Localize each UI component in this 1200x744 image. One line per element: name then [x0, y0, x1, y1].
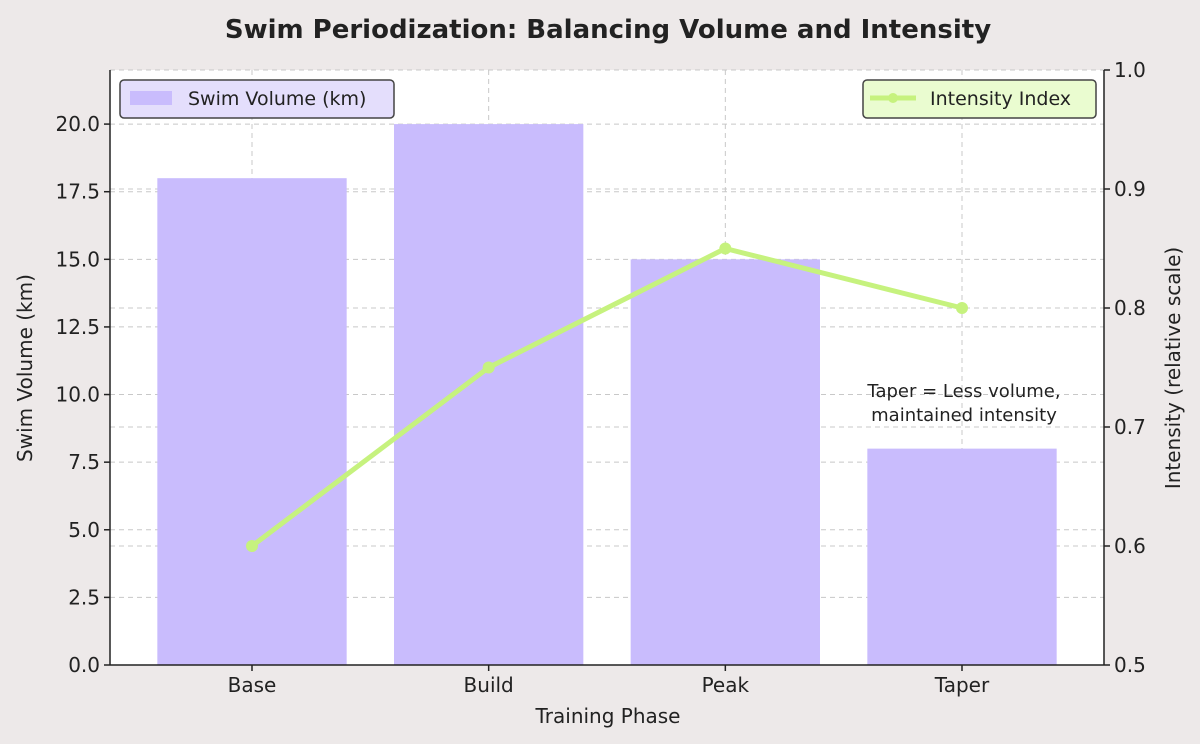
legend-volume-swatch: [130, 91, 172, 105]
y-right-tick-label: 0.5: [1114, 653, 1146, 677]
intensity-point-taper: [956, 302, 968, 314]
intensity-point-build: [482, 361, 495, 374]
y-tick-label: 0.0: [68, 653, 100, 677]
y-axis-label: Swim Volume (km): [13, 274, 37, 462]
bar-taper: [867, 448, 1057, 665]
x-axis-label: Training Phase: [535, 704, 681, 728]
annotation-line-2: maintained intensity: [871, 405, 1057, 426]
y-right-tick-label: 1.0: [1114, 58, 1146, 82]
chart-title: Swim Periodization: Balancing Volume and…: [225, 15, 991, 45]
y-right-tick-label: 0.9: [1114, 177, 1146, 201]
x-tick-label: Peak: [702, 673, 750, 697]
intensity-line: [250, 246, 963, 548]
bar-peak: [630, 259, 820, 665]
y-tick-label: 5.0: [68, 518, 100, 542]
y-right-tick-label: 0.7: [1114, 415, 1146, 439]
annotation-line-1: Taper = Less volume,: [866, 381, 1060, 402]
y-tick-label: 20.0: [55, 112, 100, 136]
legend-intensity-label: Intensity Index: [930, 88, 1071, 110]
x-tick-label: Base: [228, 673, 277, 697]
legend-volume-label: Swim Volume (km): [188, 88, 366, 110]
legend-intensity-marker: [888, 93, 898, 103]
intensity-point-base: [246, 540, 258, 552]
y-tick-label: 2.5: [68, 585, 100, 609]
intensity-point-peak: [719, 242, 732, 255]
bar-base: [157, 178, 347, 665]
y-tick-label: 10.0: [55, 383, 100, 407]
y-tick-label: 7.5: [68, 450, 100, 474]
legend-volume: Swim Volume (km): [119, 79, 395, 119]
y-tick-label: 12.5: [55, 315, 100, 339]
y-tick-label: 17.5: [55, 180, 100, 204]
legend-intensity: Intensity Index: [862, 79, 1097, 119]
y-right-tick-label: 0.6: [1114, 534, 1146, 558]
bar-build: [394, 124, 584, 665]
x-tick-label: Taper: [934, 673, 990, 697]
y-tick-label: 15.0: [55, 247, 100, 271]
y-right-tick-label: 0.8: [1114, 296, 1146, 320]
x-tick-label: Build: [464, 673, 514, 697]
y-axis-right-label: Intensity (relative scale): [1161, 247, 1185, 489]
